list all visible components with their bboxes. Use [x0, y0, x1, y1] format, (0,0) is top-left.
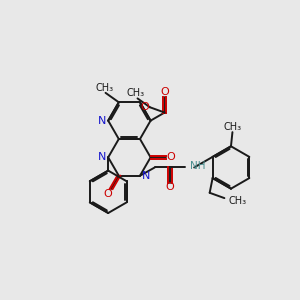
- Text: O: O: [104, 189, 112, 199]
- Text: N: N: [142, 171, 150, 181]
- Text: N: N: [98, 152, 107, 162]
- Text: O: O: [140, 102, 149, 112]
- Text: O: O: [166, 182, 174, 193]
- Text: O: O: [167, 152, 176, 162]
- Text: CH₃: CH₃: [229, 196, 247, 206]
- Text: CH₃: CH₃: [95, 82, 113, 93]
- Text: O: O: [160, 87, 169, 97]
- Text: CH₃: CH₃: [224, 122, 242, 132]
- Text: NH: NH: [190, 161, 205, 171]
- Text: CH₃: CH₃: [127, 88, 145, 98]
- Text: N: N: [98, 116, 107, 126]
